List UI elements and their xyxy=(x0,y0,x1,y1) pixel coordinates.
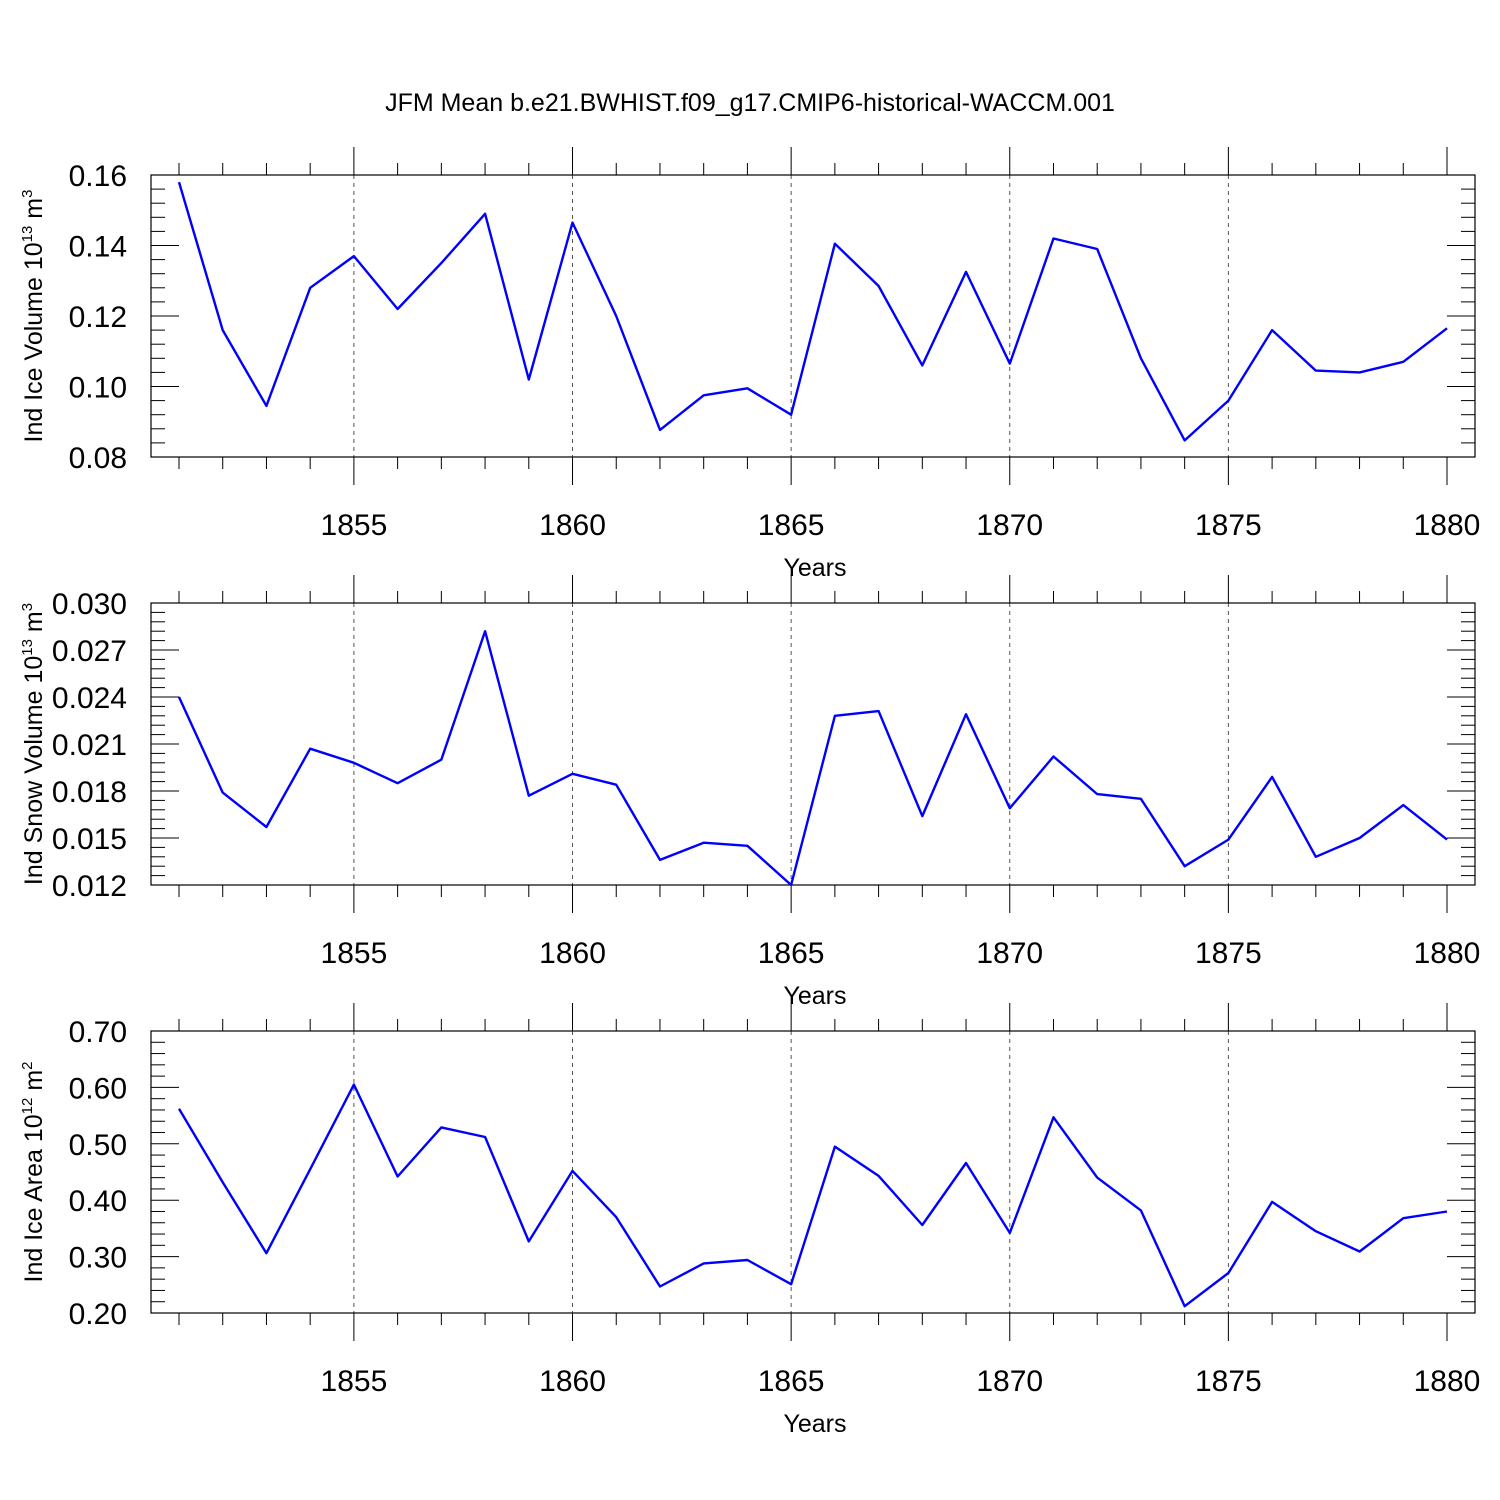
y-tick-label: 0.012 xyxy=(52,870,127,903)
x-tick-label: 1855 xyxy=(321,509,388,542)
x-tick-label: 1865 xyxy=(758,1365,825,1398)
plot-frame xyxy=(150,602,1476,886)
x-tick-label: 1880 xyxy=(1414,1365,1481,1398)
x-tick-label: 1865 xyxy=(758,509,825,542)
x-tick-label: 1880 xyxy=(1414,937,1481,970)
y-axis-label-text: Ind Snow Volume 10 xyxy=(20,656,48,885)
panels: 0.08 0.10 0.12 0.14 0.16 1855 1860 1865 1870 1875… xyxy=(19,147,1481,1438)
panel-3: 0.20 0.30 0.40 0.50 0.60 0.70 1855 1860 1865 1870… xyxy=(19,1003,1481,1438)
plot-frame xyxy=(150,174,1476,458)
series-line xyxy=(177,1083,1448,1308)
y-tick-label: 0.024 xyxy=(52,682,127,715)
y-tick-label: 0.027 xyxy=(52,635,127,668)
x-tick-label: 1860 xyxy=(539,509,606,542)
y-axis-label-superscript: 13 xyxy=(19,226,36,243)
x-tick-label: 1860 xyxy=(539,937,606,970)
x-tick-label: 1860 xyxy=(539,1365,606,1398)
series-line xyxy=(177,181,1448,442)
x-tick-label: 1865 xyxy=(758,937,825,970)
x-axis-label: Years xyxy=(783,982,846,1010)
y-axis-label-text: Ind Ice Volume 10 xyxy=(20,242,48,442)
x-tick-label: 1870 xyxy=(976,937,1043,970)
x-axis-label: Years xyxy=(783,1410,846,1438)
y-axis-label-superscript: 13 xyxy=(19,639,36,656)
y-tick-label: 0.018 xyxy=(52,776,127,809)
y-axis-label: Ind Ice Area 1012 m2 xyxy=(19,1062,49,1283)
series-line xyxy=(177,630,1448,887)
y-axis-label-superscript: 3 xyxy=(19,603,36,611)
panel-1: 0.08 0.10 0.12 0.14 0.16 1855 1860 1865 1870 1875… xyxy=(19,147,1481,582)
y-tick-label: 0.015 xyxy=(52,823,127,856)
y-axis-label: Ind Ice Volume 1013 m3 xyxy=(19,190,49,443)
y-axis-label-superscript: 12 xyxy=(19,1098,36,1115)
y-tick-label: 0.12 xyxy=(69,301,127,334)
x-tick-label: 1870 xyxy=(976,509,1043,542)
y-tick-label: 0.50 xyxy=(69,1129,127,1162)
y-tick-label: 0.030 xyxy=(52,588,127,621)
chart-title: JFM Mean b.e21.BWHIST.f09_g17.CMIP6-hist… xyxy=(385,89,1115,117)
y-axis-label-superscript: 3 xyxy=(19,190,36,198)
panel-2: 0.012 0.015 0.018 0.021 0.024 0.027 0.030 1855 1… xyxy=(19,575,1481,1010)
y-tick-label: 0.021 xyxy=(52,729,127,762)
y-axis-label-text: m xyxy=(20,611,48,639)
x-tick-label: 1855 xyxy=(321,937,388,970)
x-tick-label: 1875 xyxy=(1195,509,1262,542)
y-tick-label: 0.14 xyxy=(69,231,127,264)
x-axis-label: Years xyxy=(783,554,846,582)
y-axis-label-text: m xyxy=(20,198,48,226)
y-tick-label: 0.10 xyxy=(69,372,127,405)
y-tick-label: 0.16 xyxy=(69,160,127,193)
y-tick-label: 0.70 xyxy=(69,1016,127,1049)
x-tick-label: 1855 xyxy=(321,1365,388,1398)
y-axis-label: Ind Snow Volume 1013 m3 xyxy=(19,603,49,885)
y-tick-label: 0.30 xyxy=(69,1242,127,1275)
y-tick-label: 0.60 xyxy=(69,1072,127,1105)
plot-frame xyxy=(150,1030,1476,1314)
x-tick-label: 1880 xyxy=(1414,509,1481,542)
x-tick-label: 1875 xyxy=(1195,937,1262,970)
y-tick-label: 0.20 xyxy=(69,1298,127,1331)
y-tick-label: 0.08 xyxy=(69,442,127,475)
x-tick-label: 1870 xyxy=(976,1365,1043,1398)
y-tick-label: 0.40 xyxy=(69,1185,127,1218)
y-axis-label-superscript: 2 xyxy=(19,1062,36,1070)
y-axis-label-text: m xyxy=(20,1070,48,1098)
x-tick-label: 1875 xyxy=(1195,1365,1262,1398)
y-axis-label-text: Ind Ice Area 10 xyxy=(20,1114,48,1282)
